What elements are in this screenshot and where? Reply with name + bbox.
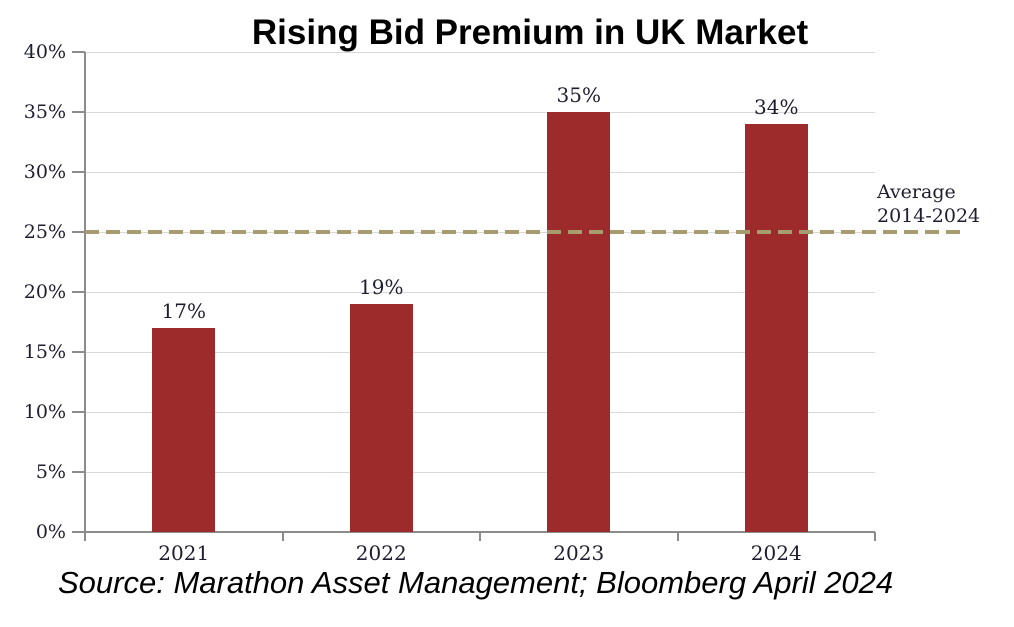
y-tick-label: 0% (35, 521, 66, 543)
y-tick-label: 25% (23, 221, 66, 243)
y-axis (84, 52, 86, 532)
y-tick-label: 10% (23, 401, 66, 423)
bar (744, 124, 808, 532)
bar-value-label: 35% (556, 83, 601, 107)
average-line-label-line2: 2014-2024 (877, 205, 981, 227)
y-gridline (85, 471, 875, 473)
y-gridline (85, 171, 875, 173)
y-axis-tick (72, 531, 85, 533)
bar-value-label: 19% (359, 275, 404, 299)
y-tick-label: 15% (23, 341, 66, 363)
y-tick-label: 30% (23, 161, 66, 183)
y-gridline (85, 351, 875, 353)
bar (152, 328, 216, 532)
average-line (85, 230, 965, 234)
average-line-label-line1: Average (877, 181, 956, 203)
x-axis-tick (281, 532, 284, 541)
y-axis-tick (72, 351, 85, 353)
x-axis-label: 2021 (158, 541, 210, 565)
y-gridline (85, 291, 875, 293)
y-gridline (85, 51, 875, 53)
bar (349, 304, 413, 532)
x-axis-label: 2024 (750, 541, 802, 565)
x-axis-tick (874, 532, 876, 541)
bar-value-label: 17% (161, 299, 206, 323)
bar-value-label: 34% (754, 95, 799, 119)
source-note: Source: Marathon Asset Management; Bloom… (58, 565, 894, 600)
y-gridline (85, 411, 875, 413)
x-axis-tick (676, 532, 679, 541)
bar (547, 112, 611, 532)
y-tick-label: 5% (35, 461, 66, 483)
x-axis-tick (84, 532, 86, 541)
y-axis-tick (72, 171, 85, 173)
y-axis-tick (72, 411, 85, 413)
average-line-label: Average 2014-2024 (877, 180, 980, 228)
x-axis-tick (479, 532, 481, 541)
y-tick-label: 40% (23, 41, 66, 63)
y-axis-tick (72, 111, 85, 113)
x-axis-label: 2022 (355, 541, 407, 565)
y-gridline (85, 111, 875, 113)
y-axis-tick (72, 231, 85, 233)
y-tick-label: 20% (23, 281, 66, 303)
y-axis-tick (72, 471, 85, 473)
x-axis-label: 2023 (553, 541, 605, 565)
chart-title: Rising Bid Premium in UK Market (251, 13, 809, 52)
y-axis-tick (72, 291, 85, 293)
y-tick-label: 35% (23, 101, 66, 123)
y-axis-tick (72, 51, 85, 53)
